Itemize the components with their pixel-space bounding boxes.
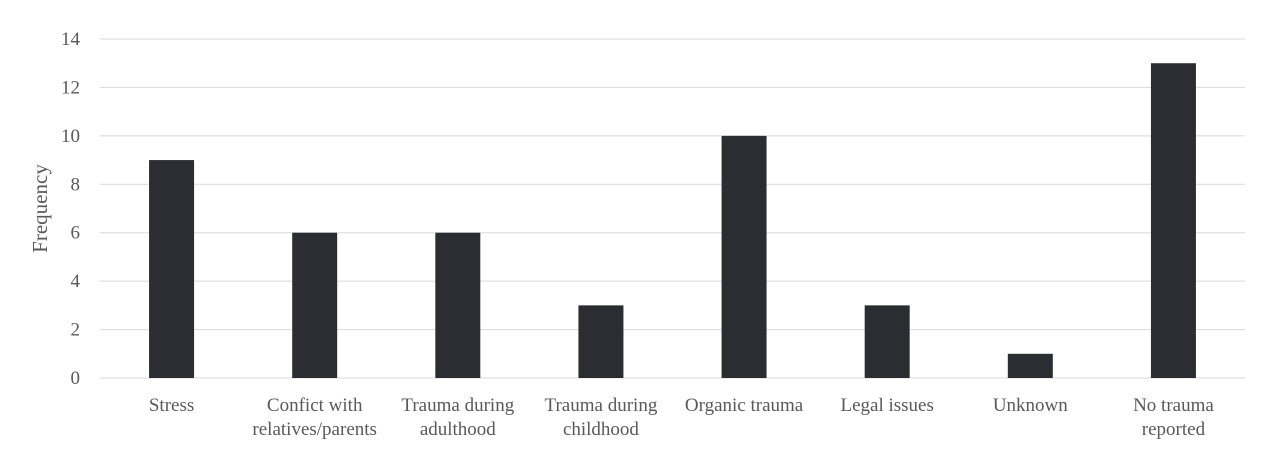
x-tick-label: Confict with relatives/parents: [252, 395, 377, 440]
gridlines: [100, 38, 1245, 379]
x-tick-label: Trauma during childhood: [545, 395, 658, 440]
x-tick-label: Legal issues: [840, 395, 933, 416]
x-axis-ticks: Stress Confict with relatives/parents Traum…: [149, 395, 1215, 440]
x-tick-label: Organic trauma: [685, 395, 804, 416]
bar: [864, 305, 910, 378]
bar: [292, 232, 338, 378]
bar: [435, 232, 481, 378]
bars: [149, 63, 1196, 378]
bar: [578, 305, 624, 378]
y-tick-label: 4: [71, 271, 81, 292]
x-tick-label: Stress: [149, 395, 194, 416]
y-axis-label: Frequency: [28, 164, 52, 253]
y-tick-label: 12: [61, 77, 80, 98]
y-tick-label: 8: [71, 174, 81, 195]
bar: [1007, 353, 1053, 378]
x-tick-label: Unknown: [993, 395, 1068, 416]
bar: [149, 160, 195, 378]
y-tick-label: 2: [71, 320, 81, 341]
x-tick-label: No trauma reported: [1133, 395, 1214, 440]
y-tick-label: 14: [61, 29, 81, 50]
bar: [1150, 63, 1196, 378]
x-tick-label: Trauma during adulthood: [401, 395, 514, 440]
bar: [721, 135, 767, 378]
y-tick-label: 0: [71, 368, 81, 389]
y-tick-label: 6: [71, 223, 81, 244]
y-axis-ticks: 0 2 4 6 8 10 12 14: [61, 29, 81, 389]
y-tick-label: 10: [61, 126, 80, 147]
